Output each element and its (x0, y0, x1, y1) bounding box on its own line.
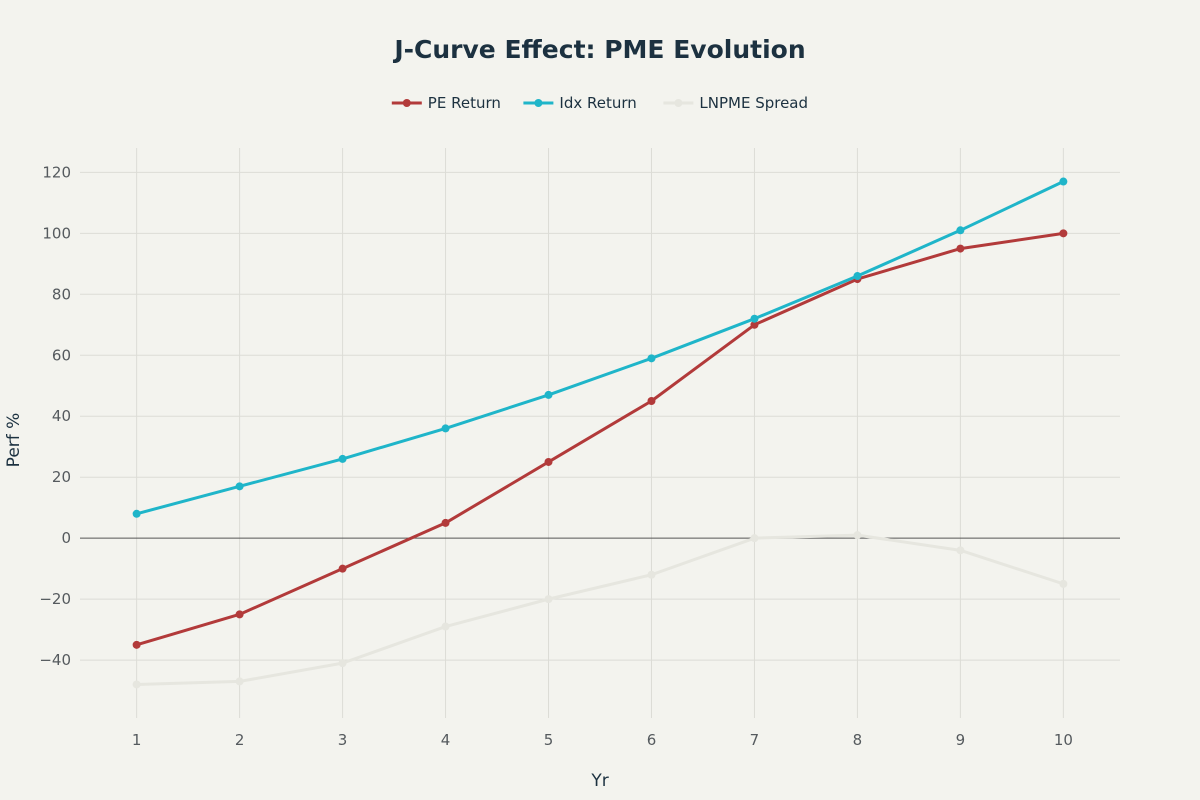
series-idx-return (132, 177, 1068, 518)
legend-item-pe-return: PE Return (391, 94, 501, 112)
data-point-pe-return (441, 518, 450, 527)
x-tick-label: 6 (647, 731, 657, 749)
data-point-idx-return (544, 390, 553, 399)
legend-item-idx-return: Idx Return (523, 94, 637, 112)
data-point-lnpme-spread (544, 595, 553, 604)
legend-swatch-marker (402, 99, 411, 107)
data-point-lnpme-spread (956, 546, 965, 555)
y-tick-label: −20 (39, 590, 71, 608)
data-point-pe-return (132, 640, 141, 649)
data-point-pe-return (647, 396, 656, 405)
series-pe-return (132, 229, 1068, 649)
data-point-pe-return (956, 244, 965, 253)
legend-label: LNPME Spread (699, 94, 808, 112)
x-tick-label: 2 (235, 731, 245, 749)
data-point-lnpme-spread (338, 659, 347, 668)
x-tick-label: 4 (441, 731, 451, 749)
y-tick-label: 20 (52, 468, 71, 486)
x-tick-label: 9 (956, 731, 966, 749)
x-tick-label: 1 (132, 731, 142, 749)
data-point-lnpme-spread (132, 680, 141, 689)
y-tick-label: 60 (52, 346, 71, 364)
legend-label: PE Return (428, 94, 501, 112)
legend: PE Return Idx Return LNPME Spread (391, 94, 808, 112)
series-layer (132, 177, 1068, 689)
data-point-lnpme-spread (441, 622, 450, 631)
y-tick-label: 100 (42, 224, 71, 242)
chart-title: J-Curve Effect: PME Evolution (392, 35, 805, 64)
series-line-lnpme-spread (135, 533, 1065, 686)
data-point-lnpme-spread (750, 534, 759, 543)
x-tick-label: 7 (750, 731, 760, 749)
data-point-pe-return (750, 320, 759, 329)
data-point-idx-return (441, 424, 450, 433)
data-point-idx-return (235, 482, 244, 491)
data-point-idx-return (132, 509, 141, 518)
y-tick-label: 80 (52, 285, 71, 303)
legend-item-lnpme-spread: LNPME Spread (663, 94, 808, 112)
data-point-lnpme-spread (235, 677, 244, 686)
data-point-pe-return (1059, 229, 1068, 238)
legend-swatch-marker (534, 99, 543, 107)
data-point-lnpme-spread (647, 570, 656, 579)
data-point-idx-return (1059, 177, 1068, 186)
data-point-idx-return (647, 354, 656, 363)
grid (80, 148, 1120, 718)
x-axis-ticks: 1 2 3 4 5 6 7 8 9 10 (132, 731, 1073, 749)
x-axis-label: Yr (590, 771, 608, 791)
data-point-pe-return (235, 610, 244, 619)
data-point-idx-return (750, 314, 759, 323)
y-tick-label: 0 (61, 529, 71, 547)
y-axis-label: Perf % (4, 413, 24, 468)
data-point-lnpme-spread (853, 531, 862, 540)
data-point-lnpme-spread (1059, 579, 1068, 588)
data-point-pe-return (338, 564, 347, 573)
data-point-pe-return (544, 457, 553, 466)
data-point-idx-return (853, 272, 862, 281)
x-tick-label: 10 (1054, 731, 1073, 749)
legend-label: Idx Return (559, 94, 636, 112)
series-line-idx-return (135, 180, 1065, 516)
x-tick-label: 5 (544, 731, 554, 749)
data-point-idx-return (956, 226, 965, 235)
x-tick-label: 8 (853, 731, 863, 749)
y-axis-ticks: −40 −20 0 20 40 60 80 100 120 (39, 163, 71, 669)
y-tick-label: 120 (42, 163, 71, 181)
data-point-idx-return (338, 454, 347, 463)
series-line-pe-return (135, 231, 1065, 647)
legend-swatch-marker (674, 99, 683, 107)
x-tick-label: 3 (338, 731, 348, 749)
y-tick-label: −40 (39, 651, 71, 669)
series-lnpme-spread (132, 531, 1068, 689)
y-tick-label: 40 (52, 407, 71, 425)
